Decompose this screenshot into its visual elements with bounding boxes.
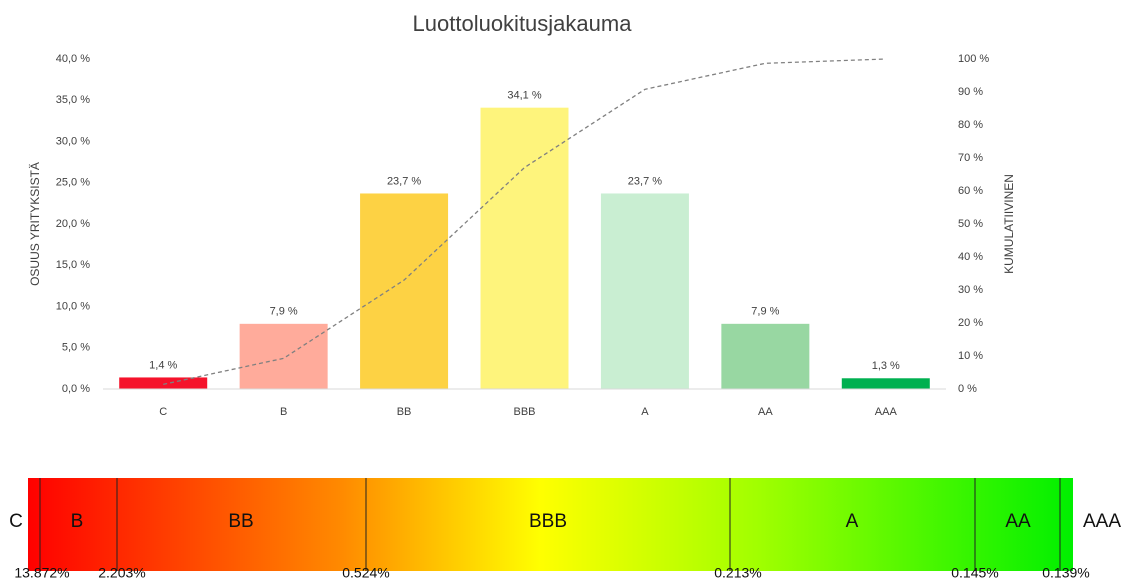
y-axis-title: OSUUS YRITYKSISTÄ: [28, 162, 42, 286]
x-tick-label: BB: [397, 406, 412, 418]
x-tick-label: BBB: [513, 406, 535, 418]
y-tick-label: 40,0 %: [56, 53, 90, 65]
scale-segment-label: B: [71, 511, 84, 532]
bar: [119, 377, 208, 389]
y2-tick-label: 50 %: [958, 218, 983, 230]
bar: [480, 107, 569, 390]
x-tick-label: C: [159, 406, 167, 418]
y2-tick-label: 0 %: [958, 383, 977, 395]
bar: [721, 323, 810, 389]
y2-tick-label: 20 %: [958, 317, 983, 329]
rating-scale-band: [28, 478, 1073, 571]
y2-axis-title: KUMULATIIVINEN: [1002, 174, 1016, 274]
y2-tick-label: 30 %: [958, 284, 983, 296]
y2-tick-label: 80 %: [958, 119, 983, 131]
y-tick-label: 10,0 %: [56, 300, 90, 312]
x-tick-label: AA: [758, 406, 773, 418]
scale-threshold-label: 2.203%: [98, 565, 145, 581]
y-tick-label: 30,0 %: [56, 135, 90, 147]
data-label: 1,4 %: [149, 359, 177, 371]
y2-tick-label: 60 %: [958, 185, 983, 197]
y-tick-label: 25,0 %: [56, 177, 90, 189]
scale-threshold-label: 0.524%: [342, 565, 389, 581]
y-tick-label: 35,0 %: [56, 94, 90, 106]
y2-tick-label: 70 %: [958, 152, 983, 164]
x-tick-label: B: [280, 406, 287, 418]
data-label: 7,9 %: [270, 306, 298, 318]
y-tick-label: 0,0 %: [62, 383, 90, 395]
y-tick-label: 15,0 %: [56, 259, 90, 271]
data-label: 7,9 %: [751, 306, 779, 318]
scale-segment-label: A: [846, 511, 859, 532]
scale-segment-label: AA: [1005, 511, 1031, 532]
scale-threshold-label: 0.213%: [714, 565, 761, 581]
x-tick-label: A: [641, 406, 649, 418]
y2-tick-label: 40 %: [958, 251, 983, 263]
bar: [841, 378, 930, 389]
y-tick-label: 20,0 %: [56, 218, 90, 230]
scale-segment-label: AAA: [1083, 511, 1121, 532]
scale-segment-label: BBB: [529, 511, 567, 532]
bar: [600, 193, 689, 389]
data-label: 23,7 %: [628, 175, 662, 187]
y2-tick-label: 100 %: [958, 53, 989, 65]
scale-threshold-label: 13.872%: [14, 565, 69, 581]
scale-segment-label: C: [9, 511, 23, 532]
bar: [239, 323, 328, 389]
chart-title: Luottoluokitusjakauma: [413, 11, 633, 36]
bar: [360, 193, 449, 389]
data-label: 23,7 %: [387, 175, 421, 187]
y-tick-label: 5,0 %: [62, 342, 90, 354]
y2-tick-label: 10 %: [958, 350, 983, 362]
scale-threshold-label: 0.139%: [1042, 565, 1089, 581]
data-label: 1,3 %: [872, 360, 900, 372]
scale-segment-label: BB: [228, 511, 253, 532]
y2-tick-label: 90 %: [958, 86, 983, 98]
scale-threshold-label: 0.145%: [951, 565, 998, 581]
data-label: 34,1 %: [507, 90, 541, 102]
x-tick-label: AAA: [875, 406, 898, 418]
